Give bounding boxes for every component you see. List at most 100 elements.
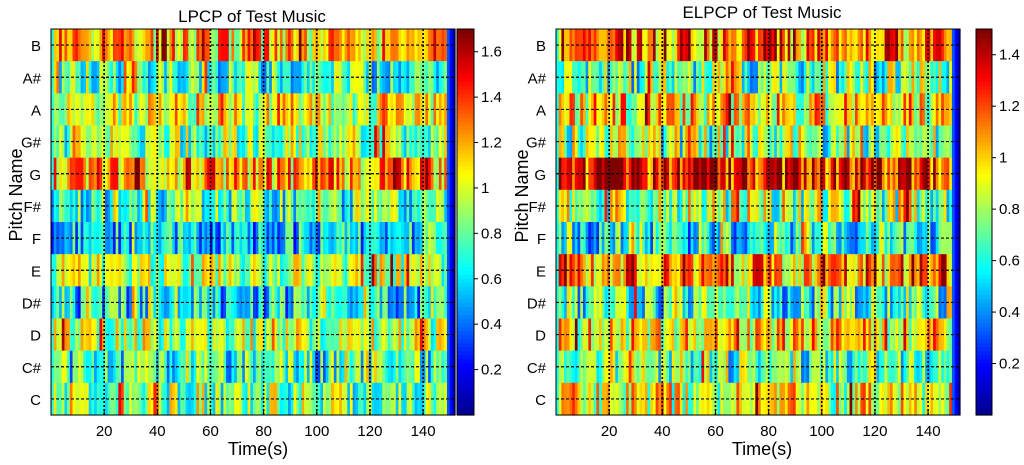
heatmap-cell bbox=[188, 286, 192, 320]
colorbar-band bbox=[976, 330, 992, 336]
heatmap-cell bbox=[647, 318, 651, 352]
heatmap-cell bbox=[669, 29, 673, 62]
heatmap-cell bbox=[228, 29, 233, 62]
heatmap-cell bbox=[83, 318, 87, 352]
heatmap-cell bbox=[628, 254, 633, 287]
colorbar-band bbox=[457, 314, 474, 320]
heatmap-cell bbox=[669, 254, 673, 287]
chart-title: ELPCP of Test Music bbox=[682, 3, 842, 22]
heatmap-cell bbox=[593, 286, 597, 320]
heatmap-cell bbox=[577, 61, 581, 94]
heatmap-cell bbox=[363, 318, 367, 352]
vertical-gridlines bbox=[608, 29, 929, 415]
lpcp-panel: LPCP of Test Music Pitch Name Time(s) BA… bbox=[6, 7, 502, 459]
heatmap-cell bbox=[228, 254, 233, 287]
heatmap-cell bbox=[908, 286, 913, 320]
heatmap-cell bbox=[803, 382, 808, 416]
heatmap-cell bbox=[288, 93, 292, 127]
heatmap-cell bbox=[798, 350, 802, 384]
heatmap-cell bbox=[599, 350, 603, 384]
heatmap-cell bbox=[658, 93, 662, 127]
heatmap-cell bbox=[59, 189, 63, 223]
heatmap-cell bbox=[199, 125, 203, 159]
heatmap-cell bbox=[398, 61, 402, 94]
colorbar-band bbox=[457, 398, 474, 404]
heatmap-cell bbox=[358, 350, 362, 384]
heatmap-cell bbox=[147, 29, 152, 62]
heatmap-cell bbox=[393, 189, 397, 223]
colorbar-band bbox=[457, 177, 474, 183]
heatmap-cell bbox=[247, 222, 251, 255]
heatmap-cell bbox=[908, 29, 913, 62]
heatmap-cell bbox=[669, 189, 673, 223]
heatmap-cell bbox=[212, 29, 216, 62]
heatmap-cell bbox=[323, 350, 327, 384]
heatmap-cell bbox=[949, 350, 953, 384]
colorbar-band bbox=[976, 230, 992, 235]
heatmap-cell bbox=[577, 157, 581, 191]
heatmap-cell bbox=[298, 93, 303, 127]
heatmap-cell bbox=[323, 61, 327, 94]
heatmap-cell bbox=[682, 318, 686, 352]
heatmap-cell bbox=[339, 254, 343, 287]
colorbar-band bbox=[457, 193, 474, 199]
colorbar-band bbox=[976, 165, 992, 171]
heatmap-cell bbox=[422, 254, 426, 287]
colorbar-band bbox=[976, 125, 992, 131]
heatmap-cell bbox=[123, 93, 128, 127]
heatmap-cell bbox=[564, 382, 568, 416]
colorbar-band bbox=[457, 234, 474, 239]
colorbar-band bbox=[976, 394, 992, 400]
colorbar-band bbox=[457, 302, 474, 308]
heatmap-cell bbox=[433, 318, 437, 352]
heatmap-cell bbox=[682, 286, 686, 320]
heatmap-cell bbox=[212, 318, 216, 352]
heatmap-cell bbox=[687, 382, 692, 416]
heatmap-cell bbox=[323, 157, 327, 191]
heatmap-cell bbox=[403, 382, 408, 416]
heatmap-cell bbox=[352, 189, 356, 223]
heatmap-cell bbox=[844, 93, 848, 127]
heatmap-cell bbox=[177, 125, 181, 159]
heatmap-cell bbox=[698, 318, 703, 352]
heatmap-cell bbox=[374, 29, 378, 62]
heatmap-cell bbox=[844, 125, 848, 159]
colorbar-band bbox=[457, 258, 474, 263]
heatmap-cell bbox=[768, 93, 773, 127]
colorbar-tick-label: 0.4 bbox=[999, 304, 1020, 321]
heatmap-cell bbox=[798, 254, 802, 287]
heatmap-cell bbox=[844, 61, 848, 94]
colorbar-band bbox=[457, 226, 474, 231]
heatmap-cell bbox=[933, 29, 937, 62]
heatmap-cell bbox=[588, 254, 592, 287]
heatmap-cell bbox=[422, 318, 426, 352]
heatmap-cell bbox=[634, 382, 638, 416]
heatmap-cell bbox=[617, 125, 622, 159]
heatmap-cell bbox=[652, 286, 657, 320]
colorbar-band bbox=[457, 386, 474, 392]
heatmap-cell bbox=[793, 254, 797, 287]
heatmap-cell bbox=[943, 61, 948, 94]
heatmap-cell bbox=[228, 318, 233, 352]
heatmap-cell bbox=[107, 189, 111, 223]
colorbar-band bbox=[457, 137, 474, 143]
heatmap-cell bbox=[663, 382, 668, 416]
heatmap-cell bbox=[403, 125, 408, 159]
heatmap-cell bbox=[623, 61, 627, 94]
pitch-tick-label: E bbox=[536, 263, 546, 280]
heatmap-cell bbox=[728, 29, 732, 62]
heatmap-cell bbox=[83, 222, 87, 255]
heatmap-cell bbox=[398, 222, 402, 255]
heatmap-cell bbox=[317, 61, 321, 94]
heatmap-cell bbox=[212, 93, 216, 127]
heatmap-cell bbox=[663, 286, 668, 320]
heatmap-cell bbox=[722, 286, 727, 320]
heatmap-cell bbox=[304, 125, 308, 159]
heatmap-cell bbox=[422, 350, 426, 384]
heatmap-cell bbox=[728, 254, 732, 287]
heatmap-cell bbox=[628, 286, 633, 320]
heatmap-cell bbox=[323, 125, 327, 159]
heatmap-cell bbox=[328, 29, 332, 62]
heatmap-cell bbox=[588, 125, 592, 159]
heatmap-cell bbox=[693, 125, 697, 159]
